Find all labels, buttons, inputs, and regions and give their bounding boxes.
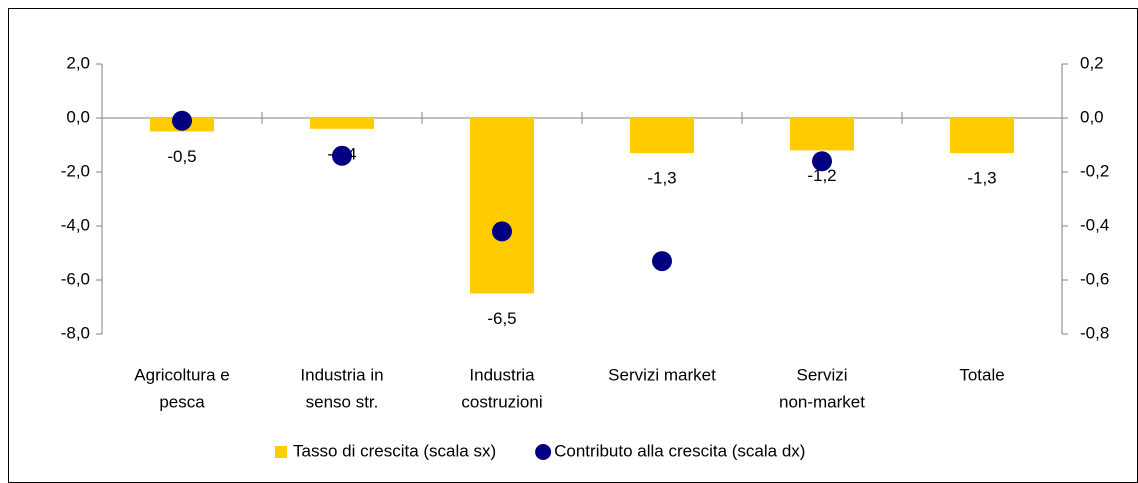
legend-swatch (535, 444, 552, 460)
dot (492, 221, 512, 242)
data-label: -6,5 (487, 309, 516, 328)
data-label: -1,3 (647, 169, 676, 188)
y-tick-label: 2,0 (66, 53, 90, 72)
bar (950, 118, 1014, 154)
x-tick-label: Servizi (796, 365, 847, 384)
y-tick-label: -6,0 (61, 269, 90, 288)
legend-label: Tasso di crescita (scala sx) (293, 441, 496, 460)
dot (652, 251, 672, 272)
bar (790, 118, 854, 151)
y-tick-label: -2,0 (61, 161, 90, 180)
y2-tick-label: -0,6 (1080, 269, 1109, 288)
dot (812, 151, 832, 172)
y-tick-label: -4,0 (61, 215, 90, 234)
legend-label: Contributo alla crescita (scala dx) (554, 441, 805, 460)
y2-tick-label: 0,2 (1080, 53, 1104, 72)
bar (310, 118, 374, 129)
dot (172, 110, 192, 131)
x-tick-label: Agricoltura e (134, 365, 229, 384)
bar (470, 118, 534, 294)
y2-tick-label: -0,4 (1080, 215, 1109, 234)
x-tick-label: senso str. (306, 392, 379, 411)
chart-frame (8, 8, 1138, 483)
y2-tick-label: -0,2 (1080, 161, 1109, 180)
data-label: -0,5 (167, 147, 196, 166)
x-tick-label: Totale (959, 365, 1004, 384)
x-tick-label: Servizi market (608, 365, 716, 384)
data-label: -1,3 (967, 169, 996, 188)
y2-tick-label: 0,0 (1080, 107, 1104, 126)
bar (630, 118, 694, 154)
data-label: -1,2 (807, 166, 836, 185)
x-tick-label: costruzioni (461, 392, 542, 411)
x-tick-label: Industria (469, 365, 535, 384)
legend-swatch (275, 446, 287, 458)
y-tick-label: -8,0 (61, 323, 90, 342)
x-tick-label: Industria in (300, 365, 383, 384)
x-tick-label: non-market (779, 392, 865, 411)
dot (332, 145, 352, 166)
y-tick-label: 0,0 (66, 107, 90, 126)
y2-tick-label: -0,8 (1080, 323, 1109, 342)
x-tick-label: pesca (159, 392, 205, 411)
